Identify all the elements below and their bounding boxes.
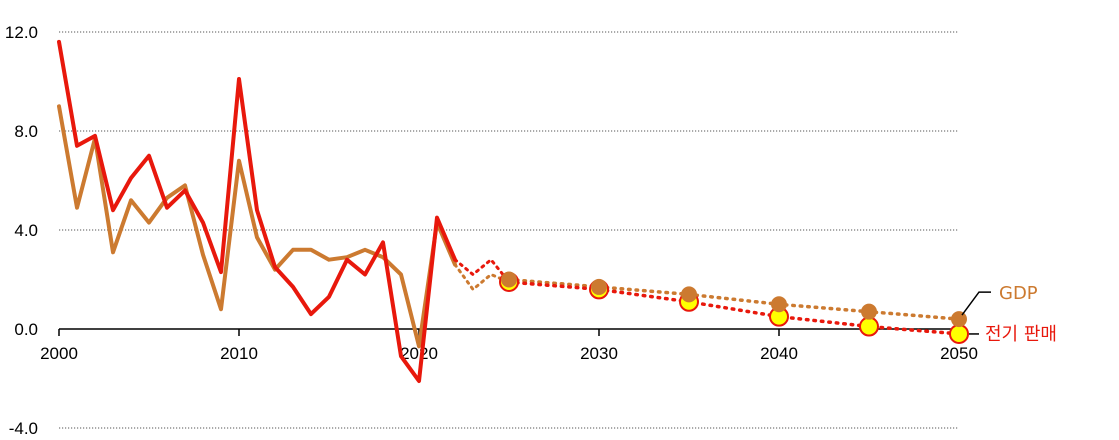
data-point [949, 323, 969, 344]
series-markers [499, 271, 969, 344]
series-line-projection [507, 280, 961, 336]
data-point [861, 303, 877, 320]
y-tick-label: -4.0 [9, 419, 38, 438]
gdp-series-label: GDP [999, 283, 1038, 304]
data-point [591, 278, 607, 295]
gdp-leader-line [961, 291, 991, 316]
electricity-series-label: 전기 판매 [985, 324, 1057, 345]
x-tick-label: 2000 [40, 344, 78, 363]
y-tick-label: 0.0 [14, 320, 38, 339]
x-tick-label: 2050 [940, 344, 978, 363]
series-line-historical [57, 104, 457, 349]
x-tick-label: 2020 [400, 344, 438, 363]
series-line-transition [453, 257, 511, 284]
y-tick-label: 8.0 [14, 122, 38, 141]
series-labels: GDP 전기 판매 [961, 283, 1057, 345]
series-lines [57, 39, 961, 383]
axes: 12.0 8.0 4.0 0.0 -4.0 2000 2010 2020 2030 2040 205… [5, 23, 978, 438]
x-tick-label: 2030 [580, 344, 618, 363]
y-tick-label: 12.0 [5, 23, 38, 42]
data-point [681, 286, 697, 303]
data-point [859, 316, 879, 337]
data-point [951, 311, 967, 328]
grid-lines [59, 31, 959, 429]
series-line-projection [507, 277, 961, 321]
data-point [771, 296, 787, 313]
data-point [501, 271, 517, 288]
series-line-historical [57, 39, 457, 383]
x-tick-label: 2040 [760, 344, 798, 363]
x-tick-label: 2010 [220, 344, 258, 363]
y-tick-label: 4.0 [14, 221, 38, 240]
